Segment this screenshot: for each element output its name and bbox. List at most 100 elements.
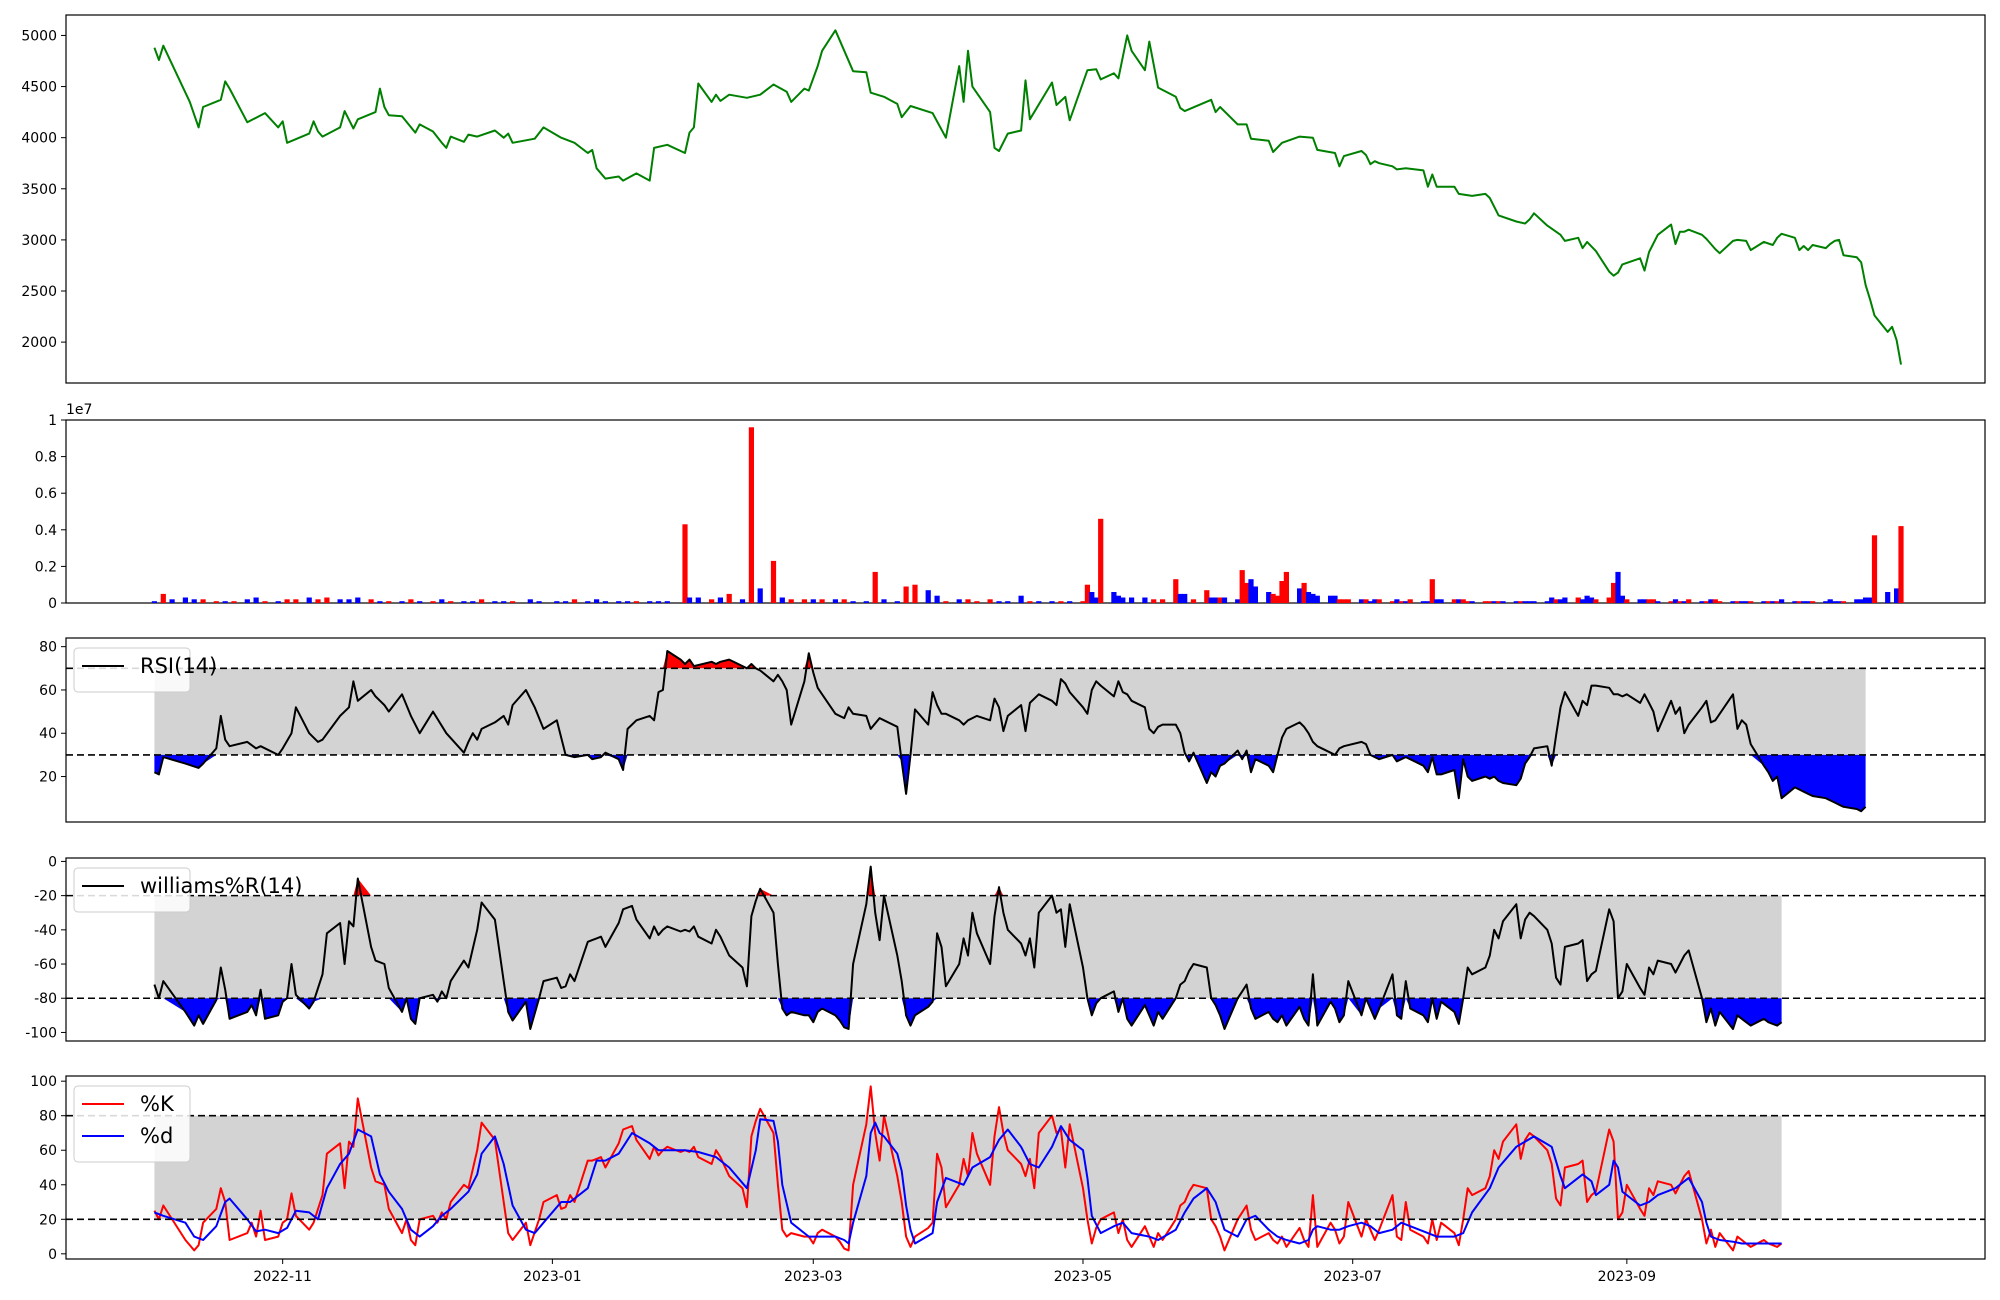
- volume-bar: [1248, 579, 1254, 603]
- volume-bar: [417, 601, 423, 603]
- volume-bar: [1593, 599, 1599, 603]
- volume-bar: [1748, 601, 1754, 603]
- volume-bar: [1518, 601, 1524, 603]
- volume-bar: [1451, 599, 1457, 603]
- x-axis-tick-label: 2022-11: [253, 1269, 312, 1285]
- williams-r-y-tick-label: 0: [48, 854, 57, 870]
- volume-y-tick-label: 0.6: [35, 486, 57, 502]
- volume-bar: [1389, 601, 1396, 603]
- volume-bar: [1363, 599, 1369, 603]
- volume-bar: [770, 560, 777, 603]
- volume-bar: [1672, 599, 1679, 603]
- volume-bar: [191, 599, 197, 603]
- williams-r-oversold-fill: [154, 998, 1782, 1029]
- volume-bar: [1801, 601, 1807, 603]
- volume-bar: [1027, 601, 1033, 603]
- volume-bar: [1739, 601, 1745, 603]
- volume-bar: [1544, 601, 1550, 603]
- volume-bar: [536, 601, 542, 603]
- volume-bar: [439, 599, 445, 603]
- volume-bar: [306, 597, 312, 603]
- volume-bar: [169, 599, 175, 603]
- volume-bar: [1151, 599, 1157, 603]
- volume-y-tick-label: 0.2: [35, 559, 57, 575]
- volume-bar: [222, 601, 228, 603]
- volume-bar: [1160, 599, 1166, 603]
- stochastic-panel: 0 20 40 60 80 100 %K %d 2022-11 2023-01 2023-03 202…: [30, 1074, 1986, 1285]
- price-y-tick-label: 4500: [21, 80, 57, 96]
- volume-bar: [1266, 592, 1272, 603]
- volume-y-tick-label: 0.4: [35, 523, 57, 539]
- volume-bar: [1018, 595, 1024, 603]
- volume-bar: [1465, 601, 1471, 603]
- volume-bar: [1646, 599, 1652, 603]
- stochastic-line-2: [154, 1118, 1782, 1245]
- volume-bar: [1712, 599, 1718, 603]
- volume-bar: [1403, 601, 1409, 603]
- volume-bar: [1111, 592, 1117, 603]
- volume-bar: [1734, 601, 1740, 603]
- volume-bar: [1810, 601, 1816, 603]
- price-y-tick-label: 5000: [21, 28, 57, 44]
- volume-bar: [1863, 597, 1869, 603]
- volume-bar: [501, 601, 507, 603]
- volume-bar: [1182, 593, 1188, 603]
- volume-bar: [757, 588, 763, 603]
- volume-bar: [1252, 586, 1258, 603]
- volume-bar: [510, 601, 516, 603]
- volume-bar: [1420, 601, 1426, 603]
- volume-scale-offset: 1e7: [66, 402, 92, 418]
- volume-bar: [1832, 601, 1838, 603]
- rsi-panel: 20 40 60 80 RSI(14): [39, 637, 1986, 823]
- volume-bar: [894, 601, 900, 603]
- volume-bar: [1708, 599, 1714, 603]
- volume-bar: [1328, 595, 1334, 603]
- volume-bar: [244, 599, 250, 603]
- volume-bar: [324, 597, 330, 603]
- volume-bar: [1398, 601, 1404, 603]
- volume-bar: [262, 601, 268, 603]
- williams-r-legend: [73, 867, 191, 913]
- williams-r-line-1: [153, 865, 1783, 1030]
- volume-bar: [284, 599, 290, 603]
- volume-bar: [1681, 601, 1687, 603]
- volume-bar: [1580, 599, 1586, 603]
- volume-bar: [1367, 601, 1373, 603]
- volume-bar: [1217, 597, 1223, 603]
- volume-bar: [315, 599, 321, 603]
- volume-bar: [1235, 599, 1241, 603]
- volume-bar: [1487, 601, 1493, 603]
- volume-bar: [1084, 584, 1090, 603]
- volume-bar: [293, 599, 299, 603]
- volume-bar: [925, 590, 931, 603]
- volume-bar: [1341, 599, 1347, 603]
- volume-bar: [1624, 599, 1630, 603]
- volume-bar: [647, 601, 653, 603]
- volume-bar: [1049, 601, 1055, 603]
- volume-bar: [1005, 601, 1011, 603]
- volume-bar: [1297, 588, 1303, 603]
- volume-bar: [200, 599, 206, 603]
- stochastic-y-tick-label: 0: [48, 1247, 57, 1263]
- volume-bar: [1557, 599, 1564, 603]
- volume-bar: [275, 601, 281, 603]
- volume-bar: [1129, 597, 1135, 603]
- williams-r-y-tick-label: -80: [34, 991, 57, 1007]
- stochastic-y-tick-label: 20: [39, 1212, 57, 1228]
- volume-bar: [1120, 597, 1126, 603]
- volume-bar: [748, 427, 754, 603]
- volume-bar: [709, 599, 715, 603]
- volume-bar: [182, 597, 188, 603]
- volume-bar: [1142, 597, 1148, 603]
- volume-bar: [1770, 601, 1776, 603]
- volume-bar: [430, 601, 436, 603]
- volume-bar: [1482, 601, 1488, 603]
- volume-bar: [1779, 599, 1785, 603]
- x-axis-tick-label: 2023-09: [1598, 1269, 1657, 1285]
- volume-bar: [801, 599, 807, 603]
- volume-bar: [1115, 595, 1121, 603]
- volume-bar: [231, 601, 237, 603]
- volume-bar: [974, 601, 980, 603]
- volume-bar: [1761, 601, 1767, 603]
